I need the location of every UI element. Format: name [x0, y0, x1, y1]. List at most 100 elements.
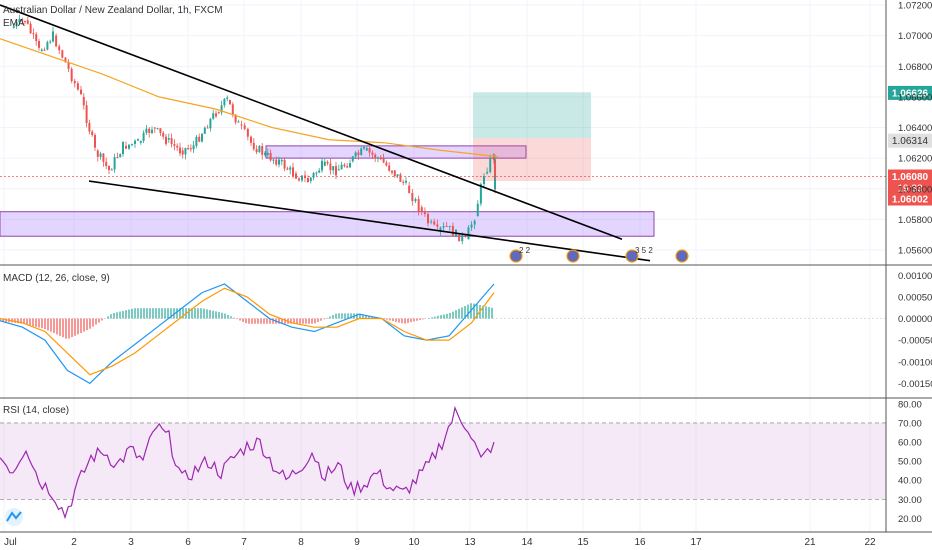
candle-body — [12, 26, 15, 28]
candle-body — [82, 96, 85, 106]
macd-axis[interactable]: 0.00100 0.00050 0.00000 -0.00050 -0.00100 -0.… — [898, 271, 932, 390]
candle-body — [70, 68, 73, 82]
rsi-axis-tick: 80.00 — [898, 399, 922, 410]
economic-event-markers[interactable]: 2 2 3 5 2 — [509, 246, 689, 263]
candle-body — [470, 224, 473, 228]
time-axis-tick: 8 — [298, 537, 304, 548]
time-axis[interactable]: Jul 2 3 6 7 8 9 10 13 14 15 16 17 21 22 — [4, 537, 876, 548]
candle-body — [237, 121, 240, 123]
rsi-axis-tick: 60.00 — [898, 438, 922, 449]
rsi-axis-tick: 30.00 — [898, 495, 922, 506]
rsi-axis[interactable]: 80.00 70.00 60.00 50.00 40.00 30.00 20.00 — [898, 399, 922, 525]
candle-body — [250, 136, 252, 143]
candle-body — [295, 173, 297, 179]
ema-legend[interactable]: EMA — [3, 18, 25, 29]
candle-body — [217, 112, 220, 114]
candle-body — [393, 170, 396, 177]
candle-body — [323, 161, 326, 166]
chart-title: Australian Dollar / New Zealand Dollar, … — [3, 5, 223, 16]
candle-body — [388, 165, 391, 171]
time-axis-tick: 13 — [464, 537, 476, 548]
candle-body — [159, 128, 162, 133]
candle-body — [379, 158, 382, 160]
candle-body — [283, 159, 286, 169]
event-marker-icon[interactable] — [625, 249, 639, 263]
price-badges: 1.06626 1.06314 1.06080 19:33 1.06002 — [888, 85, 932, 206]
candle-body — [125, 145, 127, 149]
candle-body — [467, 227, 470, 240]
candle-body — [301, 175, 303, 181]
candle-body — [110, 169, 113, 171]
candle-body — [105, 161, 108, 166]
candle-body — [280, 159, 283, 162]
event-marker-icon[interactable] — [509, 249, 523, 263]
candle-body — [189, 148, 192, 150]
candle-body — [451, 225, 454, 236]
upper-trendline[interactable] — [0, 4, 623, 241]
candle-body — [73, 81, 76, 84]
candle-body — [231, 104, 234, 115]
candle-body — [486, 171, 489, 174]
candle-body — [122, 141, 124, 155]
candle-body — [343, 164, 346, 167]
candle-body — [137, 139, 139, 141]
candle-body — [365, 148, 368, 151]
lower-trendline[interactable] — [88, 180, 651, 262]
candle-body — [371, 152, 374, 155]
macd-signal-line — [0, 287, 495, 376]
candle-body — [64, 57, 67, 63]
candle-body — [88, 122, 91, 132]
macd-axis-tick: 0.00050 — [898, 292, 932, 303]
macd-legend[interactable]: MACD (12, 26, close, 9) — [3, 273, 110, 284]
candle-body — [258, 146, 261, 153]
event-marker-icon[interactable] — [566, 249, 580, 263]
candle-body — [368, 148, 371, 153]
price-axis[interactable]: 1.07200 1.07000 1.06800 1.06600 1.06400 1.062… — [898, 1, 932, 257]
candle-body — [240, 124, 243, 126]
candle-body — [58, 46, 61, 51]
candle-body — [32, 33, 35, 35]
candle-body — [119, 154, 122, 158]
candle-body — [209, 118, 212, 129]
candle-body — [215, 113, 217, 117]
support-zone[interactable] — [0, 211, 655, 237]
candle-body — [26, 20, 29, 24]
price-axis-tick: 1.06600 — [898, 92, 932, 103]
price-axis-tick: 1.07000 — [898, 31, 932, 42]
candle-body — [142, 132, 145, 141]
candle-body — [377, 157, 379, 159]
candle-body — [165, 136, 167, 144]
time-axis-tick: 15 — [577, 537, 589, 548]
candle-body — [312, 173, 315, 178]
ema-line — [0, 38, 499, 158]
candle-body — [18, 19, 21, 23]
candle-body — [203, 127, 206, 134]
macd-axis-tick: 0.00100 — [898, 271, 932, 282]
price-axis-tick: 1.06200 — [898, 154, 932, 165]
resistance-zone[interactable] — [265, 145, 527, 159]
candle-body — [35, 34, 38, 42]
candle-body — [337, 169, 340, 171]
event-marker-label: 3 5 2 — [635, 246, 653, 255]
candle-body — [223, 98, 226, 106]
rsi-overbought-oversold-band — [0, 422, 886, 500]
tradingview-logo-icon[interactable] — [5, 508, 23, 526]
rsi-legend[interactable]: RSI (14, close) — [3, 405, 69, 416]
candle-body — [145, 128, 148, 133]
candle-body — [402, 181, 405, 183]
candle-body — [385, 162, 388, 166]
macd-axis-tick: 0.00000 — [898, 314, 932, 325]
candle-body — [494, 179, 496, 183]
event-marker-icon[interactable] — [675, 249, 689, 263]
position-stop-zone[interactable] — [473, 138, 591, 182]
grid-lines — [0, 0, 886, 532]
candle-body — [102, 153, 105, 162]
rsi-axis-tick: 40.00 — [898, 476, 922, 487]
candle-body — [272, 159, 275, 161]
position-target-zone[interactable] — [473, 92, 591, 139]
time-axis-tick: 17 — [690, 537, 702, 548]
price-axis-tick: 1.06000 — [898, 184, 932, 195]
candle-body — [399, 174, 402, 182]
